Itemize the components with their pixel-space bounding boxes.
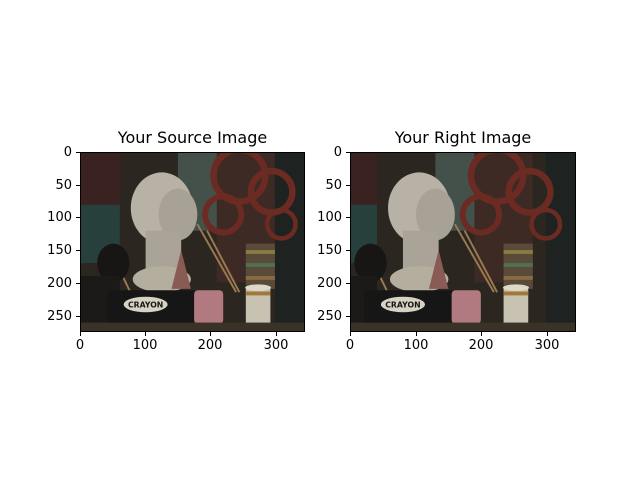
right-x-tick-200 — [481, 332, 482, 336]
left-x-tick-label: 100 — [132, 338, 158, 353]
right-y-tick-label: 250 — [317, 309, 342, 324]
left-y-tick-100 — [76, 217, 80, 218]
left-x-tick-0 — [80, 332, 81, 336]
left-x-tick-label: 0 — [75, 338, 85, 353]
right-y-tick-250 — [346, 316, 350, 317]
left-y-tick-50 — [76, 185, 80, 186]
right-x-tick-label: 0 — [345, 338, 355, 353]
left-y-tick-label: 150 — [47, 243, 72, 258]
right-x-tick-label: 100 — [403, 338, 429, 353]
right-y-tick-label: 200 — [317, 276, 342, 291]
left-scene-svg: CRAYON — [81, 153, 304, 331]
left-scene-image: CRAYON — [80, 152, 305, 332]
left-y-tick-label: 50 — [55, 178, 72, 193]
right-x-tick-label: 300 — [534, 338, 560, 353]
right-x-tick-0 — [350, 332, 351, 336]
right-x-tick-100 — [416, 332, 417, 336]
left-y-tick-0 — [76, 152, 80, 153]
right-y-tick-50 — [346, 185, 350, 186]
left-y-tick-label: 100 — [47, 210, 72, 225]
right-scene-image: CRAYON — [350, 152, 576, 332]
right-y-tick-200 — [346, 283, 350, 284]
left-x-tick-200 — [210, 332, 211, 336]
left-x-tick-300 — [276, 332, 277, 336]
right-y-tick-0 — [346, 152, 350, 153]
left-y-tick-150 — [76, 250, 80, 251]
right-y-tick-150 — [346, 250, 350, 251]
right-scene-svg: CRAYON — [351, 153, 575, 331]
left-y-tick-label: 250 — [47, 309, 72, 324]
left-crayon-text: CRAYON — [128, 301, 163, 310]
right-y-tick-100 — [346, 217, 350, 218]
right-y-tick-label: 150 — [317, 243, 342, 258]
left-panel-title: Your Source Image — [117, 128, 268, 147]
right-crayon-text: CRAYON — [385, 301, 420, 310]
left-x-tick-label: 200 — [197, 338, 223, 353]
right-x-tick-300 — [547, 332, 548, 336]
left-y-tick-200 — [76, 283, 80, 284]
left-y-tick-label: 0 — [63, 145, 72, 160]
left-y-tick-label: 200 — [47, 276, 72, 291]
right-x-tick-label: 200 — [468, 338, 494, 353]
right-y-tick-label: 0 — [333, 145, 342, 160]
right-panel-title: Your Right Image — [394, 128, 532, 147]
right-y-tick-label: 100 — [317, 210, 342, 225]
right-y-tick-label: 50 — [325, 178, 342, 193]
left-x-tick-label: 300 — [263, 338, 289, 353]
left-x-tick-100 — [145, 332, 146, 336]
left-y-tick-250 — [76, 316, 80, 317]
